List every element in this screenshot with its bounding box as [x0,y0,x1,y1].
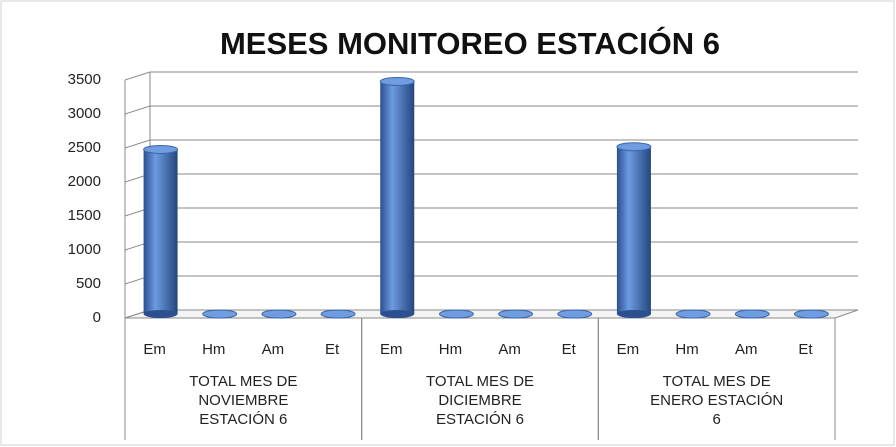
y-tick-label: 1500 [68,207,101,224]
y-tick-label: 1000 [68,241,101,258]
y-tick-label: 500 [76,275,101,292]
group-label: TOTAL MES DE ENERO ESTACIÓN 6 [650,373,783,428]
bar [202,309,238,319]
bar-base [380,310,415,318]
bar-body [143,149,178,314]
x-tick-label: Et [325,341,340,358]
bar-body [380,81,415,314]
bar-top [143,144,179,154]
grid-connector [124,105,151,115]
group-label: TOTAL MES DE DICIEMBRE ESTACIÓN 6 [426,373,534,428]
bar [616,142,652,318]
grid-connector [124,139,151,149]
bar [557,309,593,319]
x-tick-label: Am [498,341,521,358]
bar [438,309,474,319]
x-tick-label: Et [798,341,813,358]
bar [793,309,829,319]
x-tick-label: Hm [202,341,225,358]
bar-top [202,309,238,319]
y-tick-label: 0 [93,309,101,326]
bar-top [734,309,770,319]
bar-top [438,309,474,319]
bar-body [616,146,651,314]
x-tick-label: Em [143,341,166,358]
y-tick-label: 2500 [68,139,101,156]
chart-title: MESES MONITOREO ESTACIÓN 6 [220,25,720,61]
bar [379,76,415,318]
bar-top [557,309,593,319]
bar [261,309,297,319]
x-tick-label: Hm [675,341,698,358]
bar [734,309,770,319]
x-tick-label: Em [380,341,403,358]
x-tick-label: Am [735,341,758,358]
y-tick-label: 2000 [68,173,101,190]
grid-connector [124,71,151,81]
bar-top [320,309,356,319]
bar [143,144,179,318]
group-label: TOTAL MES DE NOVIEMBRE ESTACIÓN 6 [189,373,297,428]
bar-top [261,309,297,319]
bar-top [675,309,711,319]
bar-base [616,310,651,318]
x-tick-label: Hm [439,341,462,358]
bar-base [143,310,178,318]
bar-top [616,142,652,152]
y-tick-label: 3500 [68,71,101,88]
bar-top [793,309,829,319]
x-tick-label: Et [562,341,577,358]
x-tick-label: Em [617,341,640,358]
bar [320,309,356,319]
x-tick-label: Am [262,341,285,358]
y-tick-label: 3000 [68,105,101,122]
bar [498,309,534,319]
bar [675,309,711,319]
bar-top [498,309,534,319]
bar-top [379,76,415,86]
